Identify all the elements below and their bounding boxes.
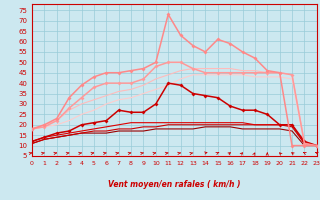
X-axis label: Vent moyen/en rafales ( km/h ): Vent moyen/en rafales ( km/h ) bbox=[108, 180, 241, 189]
